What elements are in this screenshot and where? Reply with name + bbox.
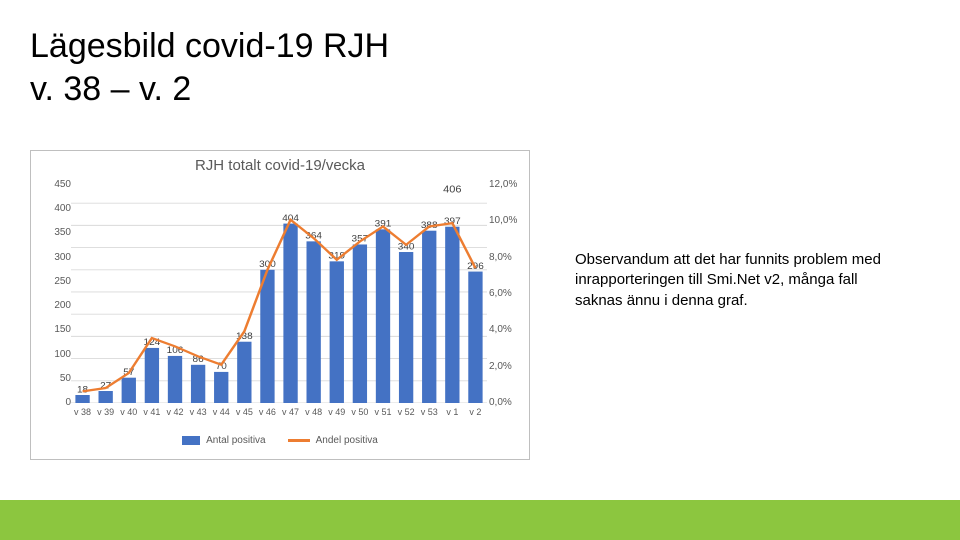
bar bbox=[168, 356, 182, 403]
legend-bar-label: Antal positiva bbox=[206, 435, 265, 446]
bar bbox=[260, 270, 274, 403]
x-tick-label: v 53 bbox=[421, 407, 438, 417]
x-tick-label: v 2 bbox=[469, 407, 481, 417]
x-tick-label: v 49 bbox=[328, 407, 345, 417]
bar bbox=[191, 365, 205, 403]
y-left-tick: 350 bbox=[33, 228, 71, 238]
y-left-tick: 0 bbox=[33, 398, 71, 408]
y-left-tick: 250 bbox=[33, 277, 71, 287]
bar bbox=[307, 241, 321, 403]
bar bbox=[237, 342, 251, 403]
bar bbox=[283, 224, 297, 403]
y-axis-left: 050100150200250300350400450 bbox=[33, 185, 71, 403]
x-tick-label: v 51 bbox=[374, 407, 391, 417]
x-tick-label: v 44 bbox=[213, 407, 230, 417]
x-tick-label: v 40 bbox=[120, 407, 137, 417]
x-tick-label: v 50 bbox=[351, 407, 368, 417]
y-right-tick: 6,0% bbox=[489, 289, 527, 299]
x-tick-label: v 42 bbox=[166, 407, 183, 417]
x-tick-label: v 1 bbox=[446, 407, 458, 417]
bar bbox=[330, 261, 344, 403]
x-tick-label: v 52 bbox=[398, 407, 415, 417]
y-left-tick: 450 bbox=[33, 180, 71, 190]
callout-value: 406 bbox=[443, 185, 462, 195]
y-right-tick: 0,0% bbox=[489, 398, 527, 408]
y-left-tick: 150 bbox=[33, 325, 71, 335]
legend-bar-swatch bbox=[182, 436, 200, 445]
covid-chart: RJH totalt covid-19/vecka 0 50 100 150 200 25… bbox=[30, 150, 530, 460]
y-right-tick: 2,0% bbox=[489, 362, 527, 372]
bar bbox=[353, 244, 367, 403]
legend-line-label: Andel positiva bbox=[316, 435, 378, 446]
bar-label: 357 bbox=[352, 234, 369, 244]
chart-legend: Antal positiva Andel positiva bbox=[31, 427, 529, 453]
bar bbox=[468, 272, 482, 403]
y-axis-right: 0,0%2,0%4,0%6,0%8,0%10,0%12,0% bbox=[489, 185, 527, 403]
bar-label: 404 bbox=[282, 213, 299, 223]
y-right-tick: 10,0% bbox=[489, 216, 527, 226]
note-text: Observandum att det har funnits problem … bbox=[575, 250, 895, 311]
bar bbox=[145, 348, 159, 403]
x-tick-label: v 47 bbox=[282, 407, 299, 417]
plot-area: 1827571241068670138300404364319357391340… bbox=[71, 185, 487, 403]
bar bbox=[445, 227, 459, 403]
y-left-tick: 300 bbox=[33, 253, 71, 263]
y-left-tick: 50 bbox=[33, 374, 71, 384]
bar bbox=[376, 229, 390, 403]
legend-bar-item: Antal positiva bbox=[182, 435, 265, 446]
y-right-tick: 4,0% bbox=[489, 325, 527, 335]
y-left-tick: 200 bbox=[33, 301, 71, 311]
bar bbox=[75, 395, 89, 403]
title-line1: Lägesbild covid-19 RJH bbox=[30, 27, 389, 65]
bar bbox=[122, 378, 136, 403]
x-tick-label: v 45 bbox=[236, 407, 253, 417]
y-right-tick: 12,0% bbox=[489, 180, 527, 190]
bar-label: 340 bbox=[398, 242, 415, 252]
line-series bbox=[83, 220, 476, 392]
bar bbox=[399, 252, 413, 403]
x-tick-label: v 43 bbox=[190, 407, 207, 417]
bar bbox=[214, 372, 228, 403]
legend-line-swatch bbox=[288, 439, 310, 442]
x-axis-labels: v 38 v 39 v 40 v 41 v 42 v 43 v 44 v 45 v 46 v 47… bbox=[71, 407, 487, 421]
y-left-tick: 100 bbox=[33, 350, 71, 360]
y-right-tick: 8,0% bbox=[489, 253, 527, 263]
title-line2: v. 38 – v. 2 bbox=[30, 70, 191, 108]
y-left-tick: 400 bbox=[33, 204, 71, 214]
x-tick-label: v 38 bbox=[74, 407, 91, 417]
bar bbox=[422, 231, 436, 403]
x-tick-label: v 41 bbox=[143, 407, 160, 417]
x-tick-label: v 46 bbox=[259, 407, 276, 417]
x-tick-label: v 48 bbox=[305, 407, 322, 417]
x-tick-label: v 39 bbox=[97, 407, 114, 417]
slide-title: Lägesbild covid-19 RJH v. 38 – v. 2 bbox=[30, 25, 389, 110]
legend-line-item: Andel positiva bbox=[288, 435, 378, 446]
chart-title: RJH totalt covid-19/vecka bbox=[31, 157, 529, 174]
bar bbox=[99, 391, 113, 403]
footer-bar bbox=[0, 500, 960, 540]
